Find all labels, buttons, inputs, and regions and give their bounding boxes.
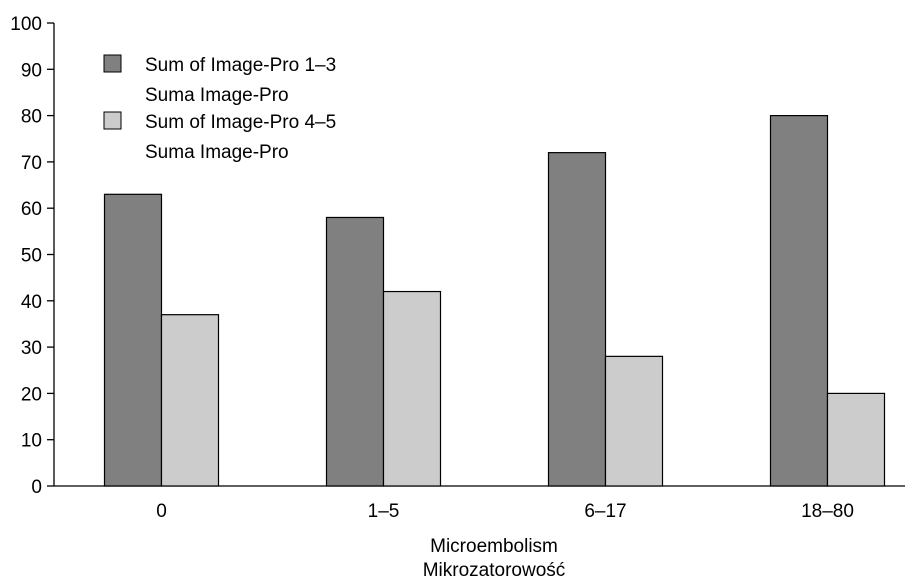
y-tick-label: 30 [21, 338, 42, 359]
legend-label-series-2-line2: Suma Image-Pro [145, 142, 289, 163]
x-tick-label: 1–5 [368, 501, 400, 522]
y-tick-label: 100 [10, 14, 42, 35]
legend-swatch-series-1 [103, 54, 122, 73]
bar-series-2-cat-3 [826, 392, 886, 487]
y-tick-label: 90 [21, 60, 42, 81]
legend-label-series-1-line2: Suma Image-Pro [145, 85, 289, 106]
bar-series-2-cat-1 [382, 290, 442, 487]
y-tick-label: 0 [31, 477, 42, 498]
y-axis: 0 10 20 30 40 50 60 70 80 90 100 [10, 14, 55, 498]
legend-label-series-1: Sum of Image-Pro 1–3 [145, 55, 336, 76]
legend-swatch-series-2 [103, 111, 122, 130]
bars [103, 114, 886, 487]
y-tick-label: 10 [21, 431, 42, 452]
y-tick-label: 20 [21, 384, 42, 405]
x-tick-label: 0 [156, 501, 167, 522]
bar-series-2-cat-2 [604, 355, 664, 487]
bar-series-1-cat-1 [325, 216, 385, 487]
x-axis-title-line2: Mikrozatorowość [423, 560, 566, 578]
bar-series-1-cat-0 [103, 193, 163, 487]
x-tick-label: 18–80 [801, 501, 854, 522]
x-tick-label: 6–17 [584, 501, 626, 522]
legend: Sum of Image-Pro 1–3 Suma Image-Pro Sum … [103, 54, 336, 163]
y-tick-label: 50 [21, 246, 42, 267]
y-tick-label: 70 [21, 153, 42, 174]
bar-series-2-cat-0 [160, 314, 220, 487]
y-tick-label: 80 [21, 107, 42, 128]
y-tick-label: 60 [21, 199, 42, 220]
x-axis: 0 1–5 6–17 18–80 [54, 485, 905, 522]
y-tick-label: 40 [21, 292, 42, 313]
x-axis-title: Microembolism [430, 536, 558, 557]
bar-series-1-cat-2 [547, 152, 607, 487]
legend-label-series-2: Sum of Image-Pro 4–5 [145, 112, 336, 133]
bar-series-1-cat-3 [769, 114, 829, 487]
